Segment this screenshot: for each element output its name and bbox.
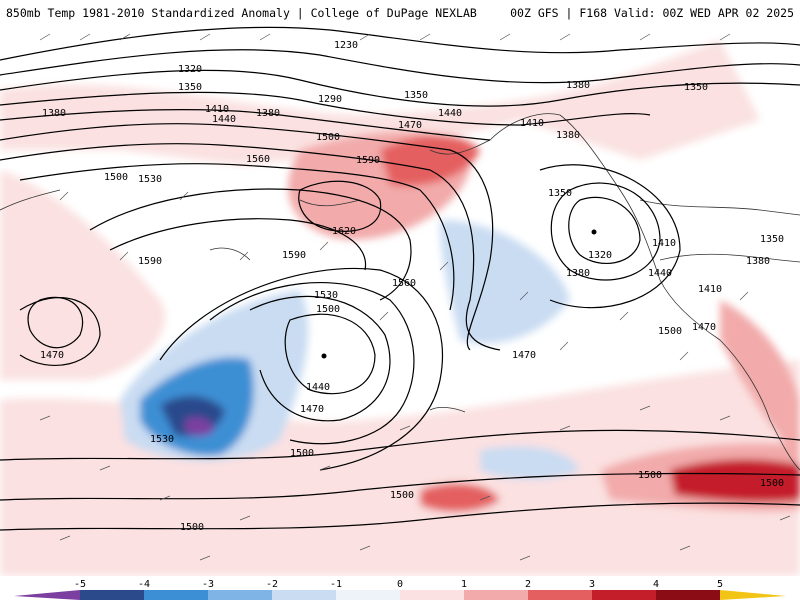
contour-label: 1530 bbox=[314, 290, 338, 301]
model-valid-time: 00Z GFS | F168 Valid: 00Z WED APR 02 202… bbox=[510, 6, 794, 20]
contour-label: 1410 bbox=[698, 284, 722, 295]
map-title: 850mb Temp 1981-2010 Standardized Anomal… bbox=[6, 6, 477, 20]
contour-label: 1290 bbox=[318, 94, 342, 105]
contour-label: 1500 bbox=[316, 132, 340, 143]
contour-label: 1380 bbox=[746, 256, 770, 267]
low-center-marker bbox=[321, 353, 327, 359]
colorbar-segment bbox=[208, 590, 272, 600]
contour-label: 1380 bbox=[566, 80, 590, 91]
colorbar-tick: -5 bbox=[74, 579, 86, 590]
contour-label: 1410 bbox=[205, 104, 229, 115]
warm-anomaly-core bbox=[670, 459, 800, 503]
contour-label: 1500 bbox=[760, 478, 784, 489]
colorbar-tick: -3 bbox=[202, 579, 214, 590]
contour-label: 1560 bbox=[392, 278, 416, 289]
contour-label: 1500 bbox=[390, 490, 414, 501]
colorbar-segment bbox=[400, 590, 464, 600]
contour-label: 1380 bbox=[256, 108, 280, 119]
colorbar-segment bbox=[14, 590, 80, 600]
contour-label: 1230 bbox=[334, 40, 358, 51]
contour-label: 1440 bbox=[212, 114, 236, 125]
contour-label: 1470 bbox=[300, 404, 324, 415]
contour-label: 1440 bbox=[306, 382, 330, 393]
contour-label: 1590 bbox=[138, 256, 162, 267]
warm-anomaly-alaska bbox=[380, 135, 480, 186]
colorbar-tick: -1 bbox=[330, 579, 342, 590]
contour-label: 1530 bbox=[138, 174, 162, 185]
contour-label: 1440 bbox=[648, 268, 672, 279]
colorbar-segment bbox=[592, 590, 656, 600]
colorbar-segment bbox=[464, 590, 528, 600]
contour-label: 1350 bbox=[760, 234, 784, 245]
colorbar-tick: 0 bbox=[397, 579, 403, 590]
colorbar-ticks: -5 -4 -3 -2 -1 0 1 2 3 4 5 bbox=[74, 579, 723, 590]
warm-anomaly-north bbox=[0, 40, 760, 165]
contour-label: 1350 bbox=[178, 82, 202, 93]
colorbar-tick: -2 bbox=[266, 579, 278, 590]
colorbar-tick: 3 bbox=[589, 579, 595, 590]
contour-label: 1350 bbox=[548, 188, 572, 199]
warm-anomaly-south-center bbox=[420, 483, 500, 512]
contour-label: 1620 bbox=[332, 226, 356, 237]
colorbar-tick: 5 bbox=[717, 579, 723, 590]
map-header: 850mb Temp 1981-2010 Standardized Anomal… bbox=[0, 0, 800, 24]
weather-map: 1230 1320 1350 1380 1290 1350 1380 1350 … bbox=[0, 24, 800, 576]
warm-anomaly-mexico bbox=[720, 300, 800, 460]
contour-label: 1380 bbox=[42, 108, 66, 119]
height-contours bbox=[0, 26, 800, 531]
contour-label: 1410 bbox=[520, 118, 544, 129]
colorbar-segment bbox=[80, 590, 144, 600]
contour-label: 1500 bbox=[316, 304, 340, 315]
colorbar-tick: 1 bbox=[461, 579, 467, 590]
colorbar-segment bbox=[720, 590, 786, 600]
contour-label: 1470 bbox=[398, 120, 422, 131]
contour-label: 1470 bbox=[512, 350, 536, 361]
contour-label: 1470 bbox=[40, 350, 64, 361]
contour-label: 1500 bbox=[104, 172, 128, 183]
anomaly-colorbar: -5 -4 -3 -2 -1 0 1 2 3 4 5 bbox=[0, 576, 800, 600]
colorbar-segments bbox=[14, 590, 786, 600]
contour-label: 1350 bbox=[684, 82, 708, 93]
contour-label: 1500 bbox=[638, 470, 662, 481]
contour-label: 1380 bbox=[556, 130, 580, 141]
contour-label: 1320 bbox=[178, 64, 202, 75]
colorbar-segment bbox=[144, 590, 208, 600]
cool-anomaly-extreme bbox=[185, 417, 215, 436]
contour-label: 1380 bbox=[566, 268, 590, 279]
cool-anomaly-ne-pacific bbox=[440, 220, 570, 344]
colorbar-segment bbox=[336, 590, 400, 600]
contour-label: 1350 bbox=[404, 90, 428, 101]
contour-label: 1500 bbox=[658, 326, 682, 337]
contour-label: 1440 bbox=[438, 108, 462, 119]
low-center-marker bbox=[591, 229, 597, 235]
pressure-centers bbox=[321, 229, 597, 359]
colorbar-segment bbox=[528, 590, 592, 600]
contour-label: 1410 bbox=[652, 238, 676, 249]
contour-label: 1590 bbox=[282, 250, 306, 261]
wind-barbs bbox=[39, 33, 791, 561]
contour-label: 1500 bbox=[290, 448, 314, 459]
coastlines bbox=[0, 113, 800, 471]
colorbar-tick: 4 bbox=[653, 579, 659, 590]
contour-label: 1500 bbox=[180, 522, 204, 533]
colorbar-segment bbox=[272, 590, 336, 600]
anomaly-shading bbox=[0, 40, 800, 576]
colorbar-tick: -4 bbox=[138, 579, 150, 590]
contour-label: 1470 bbox=[692, 322, 716, 333]
cool-anomaly-central bbox=[480, 446, 580, 480]
contour-label: 1320 bbox=[588, 250, 612, 261]
colorbar-segment bbox=[656, 590, 720, 600]
contour-labels: 1230 1320 1350 1380 1290 1350 1380 1350 … bbox=[40, 40, 784, 533]
warm-anomaly-west bbox=[0, 170, 166, 380]
contour-label: 1560 bbox=[246, 154, 270, 165]
contour-label: 1530 bbox=[150, 434, 174, 445]
colorbar-tick: 2 bbox=[525, 579, 531, 590]
contour-label: 1590 bbox=[356, 155, 380, 166]
